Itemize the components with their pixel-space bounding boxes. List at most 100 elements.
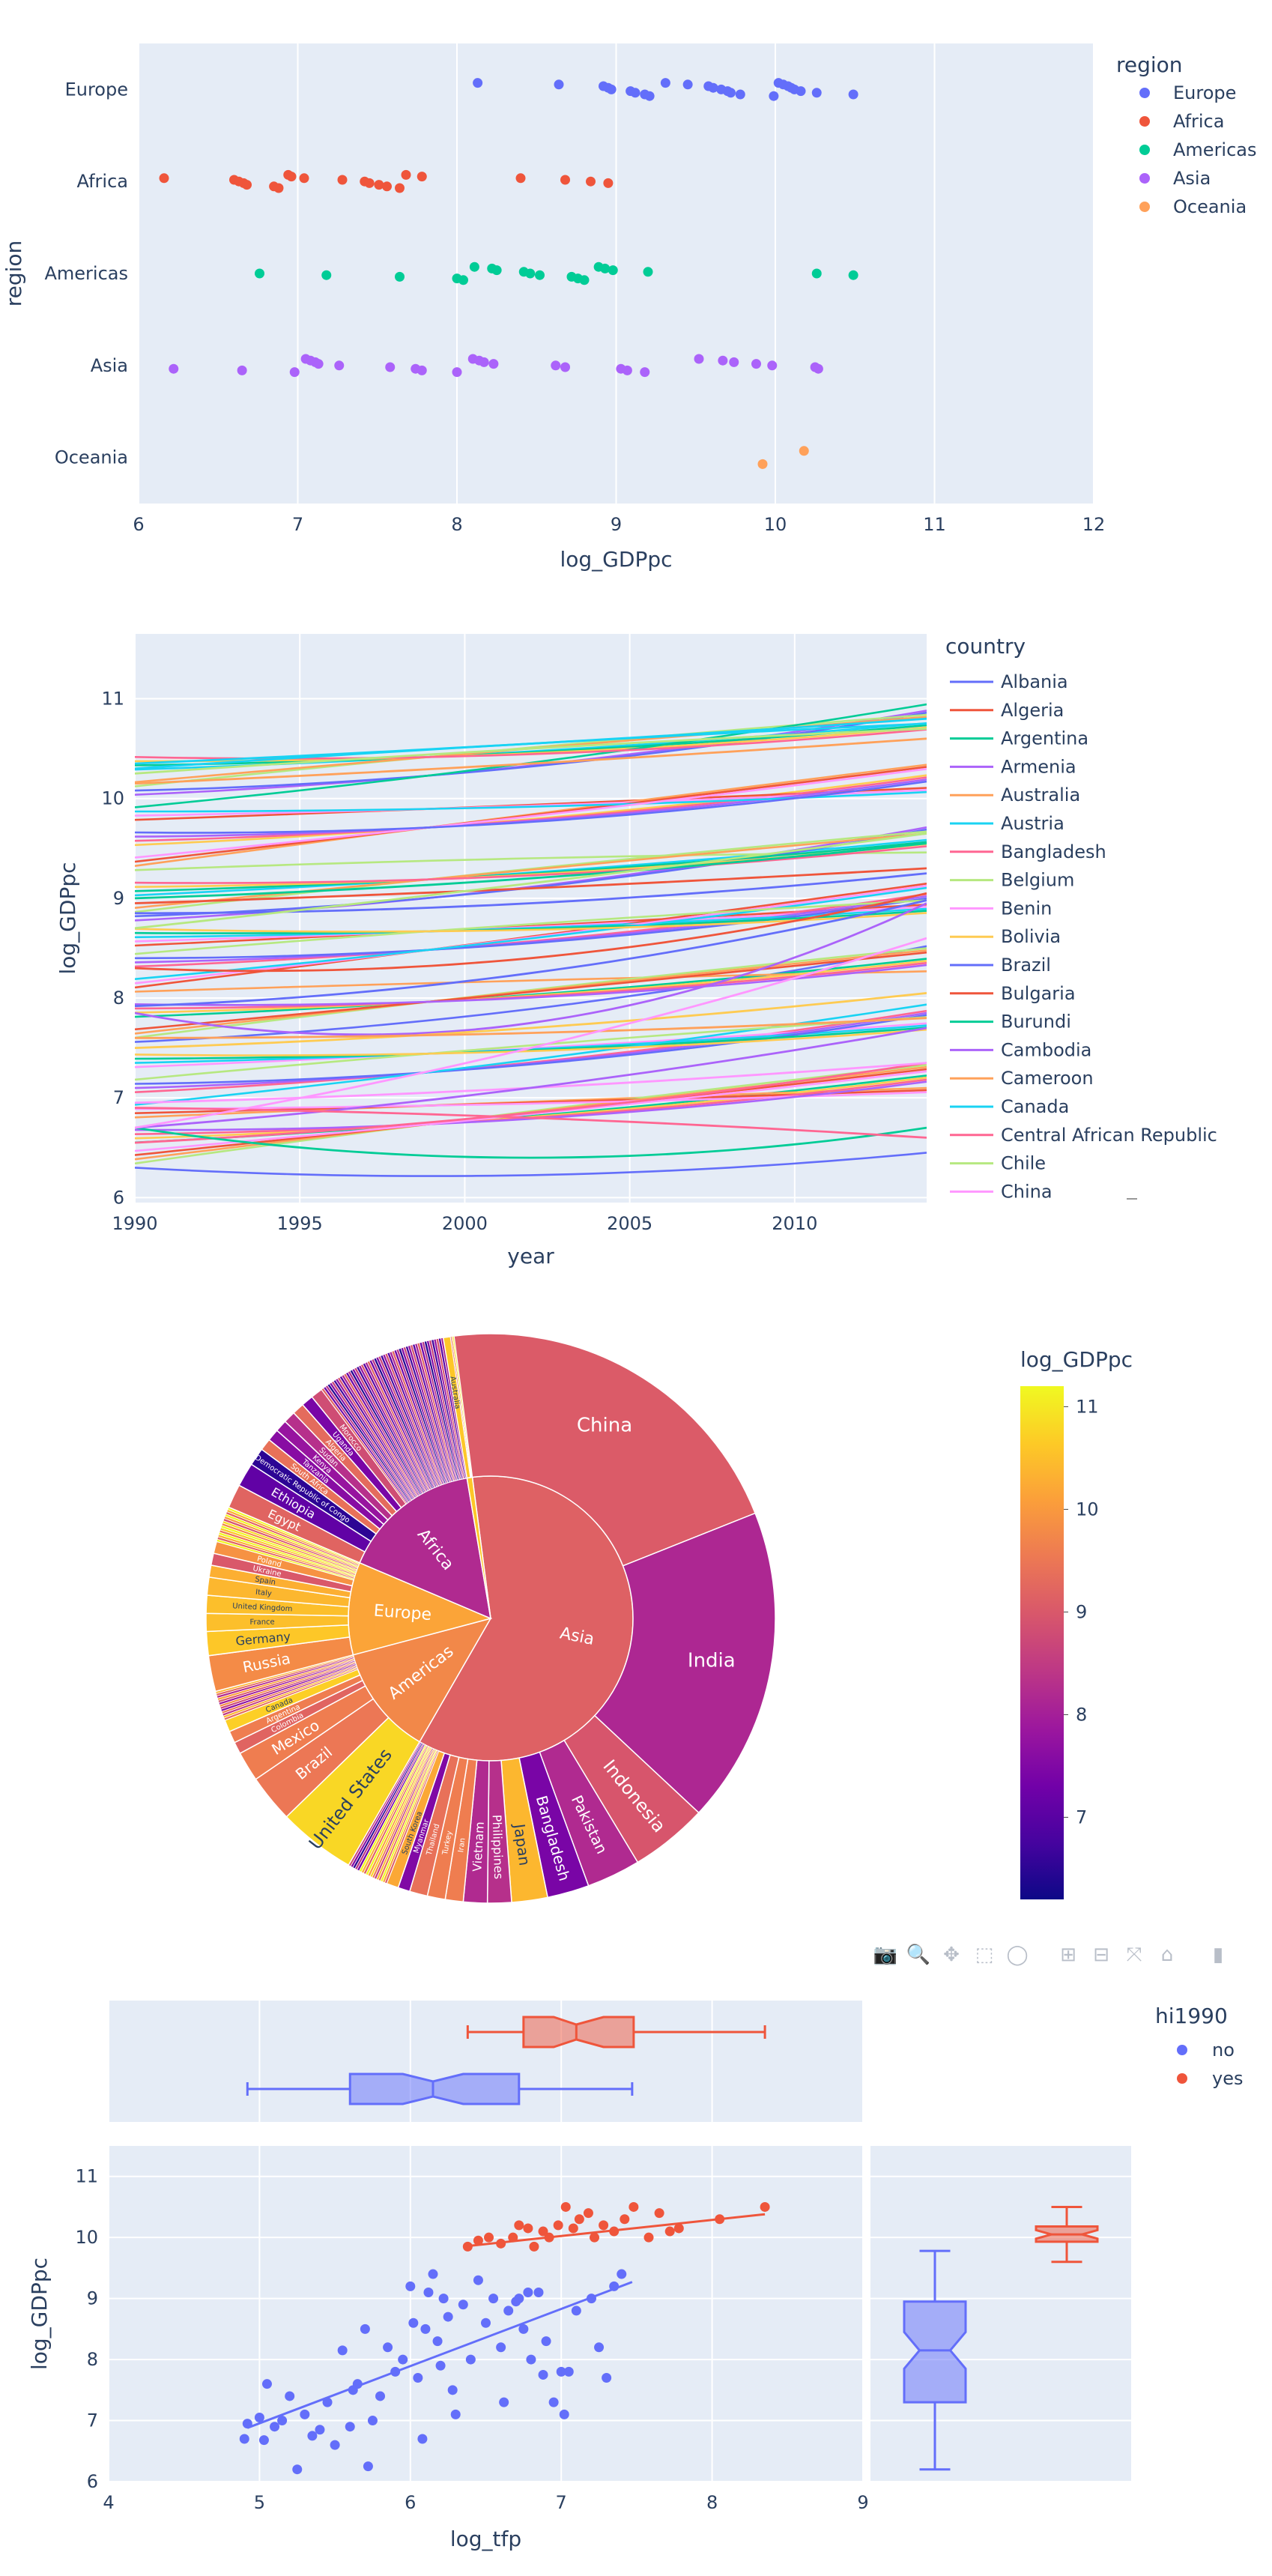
camera-icon[interactable]: 📷 [873,1944,898,1966]
data-point [594,2342,605,2353]
legend-label: Benin [1001,898,1052,919]
zoom-out-icon[interactable]: ⊟ [1093,1944,1109,1966]
data-point [443,2312,453,2322]
x-axis-title: log_tfp [450,2527,521,2551]
y-tick-label: 11 [75,2166,98,2187]
data-point [484,2232,494,2243]
zoom-in-icon[interactable]: ⊞ [1060,1944,1076,1966]
sunburst-chart-svg: AsiaChinaIndiaIndonesiaPakistanBanglades… [205,1333,1133,1904]
y-axis-title: log_GDPpc [27,2258,52,2370]
data-point [169,363,179,374]
data-point [237,365,247,375]
trend-line [467,2213,766,2248]
legend-label: China [1001,1181,1053,1202]
data-point [334,360,345,371]
plot-background [109,2146,863,2482]
data-point [523,2287,533,2297]
country-line [135,1062,927,1144]
legend-label: Asia [1173,168,1211,189]
x-axis-title: year [507,1244,554,1269]
data-point [664,2226,675,2237]
lasso-icon[interactable]: ◯ [1006,1944,1029,1966]
data-point [458,2300,468,2310]
data-point [622,365,632,375]
data-point [654,2208,664,2219]
data-point [617,2269,627,2279]
data-point [694,354,704,364]
y-tick-label: 10 [101,788,124,809]
country-line [135,1027,927,1129]
region-strip-chart: 6 7 8 9 10 11 12 Europe Africa Americas Asia Oceani… [0,0,1272,602]
modebar: 📷 🔍 ✥ ⬚ ◯ ⊞ ⊟ ⤧ ⌂ ▮ [873,1942,1231,1968]
data-point [574,2214,584,2225]
country-line [135,937,927,1129]
x-tick-label: 11 [923,514,946,535]
data-point [603,178,614,188]
legend-label: Cameroon [1001,1068,1094,1089]
data-point [586,176,596,187]
x-tick-label: 1990 [112,1213,157,1234]
data-point [473,78,483,88]
data-point [541,2336,551,2347]
data-point [559,2409,569,2419]
data-point [568,2223,578,2234]
data-point [420,2323,431,2334]
data-point [538,2226,548,2237]
zoom-icon[interactable]: 🔍 [906,1944,931,1966]
data-point [242,180,252,190]
country-line [135,1028,927,1056]
data-point [735,89,745,100]
data-point [337,2345,348,2356]
country-line [135,845,927,884]
plotly-logo-icon[interactable]: ▮ [1212,1944,1224,1966]
y-tick-label: 9 [113,888,124,909]
trend-line [246,2281,633,2429]
country-line [135,872,927,915]
data-point [307,2431,318,2441]
sunburst-country-label: Spain [254,1576,276,1588]
data-point [811,268,822,279]
sunburst-country-label: Iran [457,1837,467,1853]
x-tick-label: 8 [706,2492,718,2513]
data-point [553,2220,563,2231]
data-point [538,2369,548,2380]
reset-axes-icon[interactable]: ⌂ [1160,1944,1174,1966]
data-point [481,2318,491,2328]
y-tick-label: 6 [113,1187,124,1208]
pan-icon[interactable]: ✥ [943,1944,960,1966]
legend-label: Europe [1173,82,1236,103]
data-point [488,2294,499,2304]
y-tick-label: Asia [91,355,128,376]
colorbar-tick-label: 9 [1076,1601,1087,1622]
data-point [286,172,297,182]
data-point [322,2397,333,2407]
data-point [364,178,375,188]
legend-marker [1139,145,1150,155]
data-point [395,183,405,193]
data-point [385,362,396,372]
data-point [462,2241,473,2252]
data-point [408,2318,419,2328]
x-tick-label: 10 [764,514,787,535]
data-point [673,2223,684,2234]
data-point [760,2201,770,2212]
legend-label: Chile [1001,1153,1046,1174]
data-point [608,265,618,276]
legend-label: Bangladesh [1001,841,1106,862]
data-point [273,183,284,193]
country-line [135,902,927,1036]
box-select-icon[interactable]: ⬚ [975,1944,994,1966]
data-point [398,2354,408,2365]
data-point [417,2434,428,2444]
data-point [321,270,332,280]
data-point [491,265,502,276]
legend-label: Austria [1001,813,1064,834]
data-point [363,2461,373,2472]
data-point [629,2201,639,2212]
data-point [382,181,392,192]
data-point [644,91,655,101]
region-strip-chart-svg: 6 7 8 9 10 11 12 Europe Africa Americas Asia Oceani… [1,43,1257,572]
autoscale-icon[interactable]: ⤧ [1126,1943,1142,1966]
data-point [401,169,411,180]
data-point [261,2379,272,2389]
